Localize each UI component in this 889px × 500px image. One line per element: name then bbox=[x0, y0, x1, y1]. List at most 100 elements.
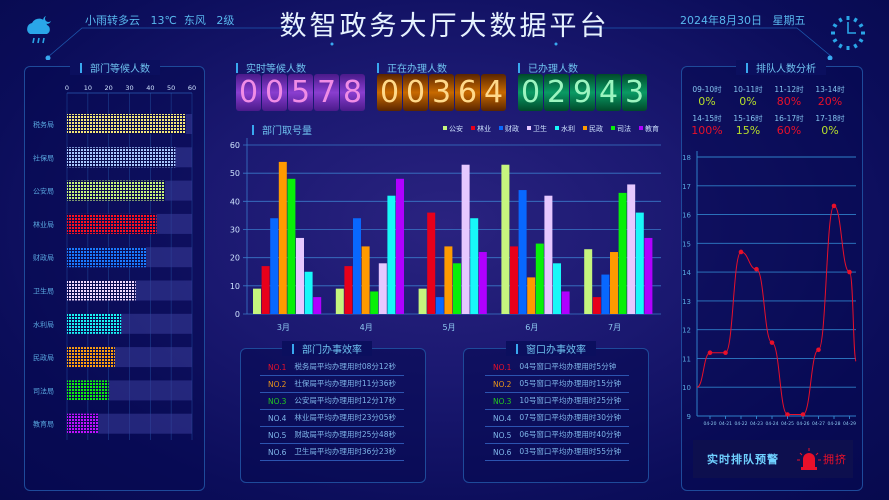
bar-教育局 bbox=[67, 413, 99, 434]
x-tick-label: 3月 bbox=[277, 323, 290, 332]
x-tick-label: 04-26 bbox=[796, 421, 809, 427]
counter-label-waiting: 实时等候人数 bbox=[236, 60, 306, 75]
y-tick-label: 9 bbox=[687, 413, 691, 421]
bar-chart-legend: 公安 林业 财政 卫生 水利 民政 司法 教育 bbox=[443, 124, 659, 134]
x-tick-label: 04-24 bbox=[765, 421, 778, 427]
x-tick-label: 4月 bbox=[360, 323, 373, 332]
legend-item[interactable]: 公安 bbox=[443, 124, 463, 134]
data-point-04-24 bbox=[769, 340, 775, 345]
bar-7月-林业 bbox=[592, 297, 601, 314]
bar-3月-水利 bbox=[304, 271, 313, 314]
x-tick-label: 50 bbox=[167, 84, 175, 92]
slot-percent: 20% bbox=[817, 95, 843, 108]
x-tick-label: 04-21 bbox=[719, 421, 732, 427]
y-tick-label: 0 bbox=[235, 310, 240, 319]
category-label: 税务局 bbox=[33, 120, 54, 129]
x-tick-label: 04-28 bbox=[827, 421, 840, 427]
legend-item[interactable]: 财政 bbox=[499, 124, 519, 134]
legend-label: 水利 bbox=[561, 125, 575, 133]
slot-time: 11-12时 bbox=[774, 85, 804, 94]
bar-4月-民政 bbox=[361, 246, 370, 314]
legend-label: 林业 bbox=[477, 125, 491, 133]
slot-percent: 60% bbox=[776, 124, 802, 137]
date-display: 2024年8月30日 星期五 bbox=[680, 14, 806, 27]
time-slot: 14-15时 100% bbox=[687, 113, 727, 137]
bar-水利局 bbox=[67, 313, 122, 334]
rank-number: NO.3 bbox=[268, 397, 287, 406]
bar-6月-司法 bbox=[535, 243, 544, 314]
rank-text: 社保局平均办理用时11分36秒 bbox=[294, 379, 396, 388]
legend-label: 教育 bbox=[645, 125, 659, 133]
legend-item[interactable]: 林业 bbox=[471, 124, 491, 134]
slot-percent: 0% bbox=[698, 95, 716, 108]
page-title: 数智政务大厅大数据平台 bbox=[279, 11, 610, 42]
x-tick-label: 40 bbox=[146, 84, 154, 92]
counter-digit: 0 bbox=[403, 74, 428, 111]
y-tick-label: 12 bbox=[682, 327, 691, 335]
legend-item[interactable]: 教育 bbox=[639, 124, 659, 134]
rank-text: 06号窗口平均办理用时40分钟 bbox=[519, 430, 621, 439]
legend-item[interactable]: 司法 bbox=[611, 124, 631, 134]
category-label: 水利局 bbox=[33, 320, 54, 329]
rank-text: 卫生局平均办理用时36分23秒 bbox=[294, 447, 396, 456]
slot-time: 14-15时 bbox=[692, 114, 722, 123]
time-slot: 10-11时 0% bbox=[728, 84, 768, 108]
y-tick-label: 10 bbox=[682, 384, 691, 392]
bar-7月-司法 bbox=[618, 192, 627, 314]
counter-digit: 0 bbox=[236, 74, 261, 111]
counter-digit: 9 bbox=[570, 74, 595, 111]
bar-4月-财政 bbox=[353, 218, 361, 314]
window-efficiency-title: 窗口办事效率 bbox=[506, 341, 596, 356]
bar-6月-民政 bbox=[527, 277, 536, 314]
legend-label: 民政 bbox=[589, 125, 603, 133]
legend-swatch bbox=[611, 126, 615, 130]
alarm-siren-icon bbox=[797, 448, 821, 470]
bar-7月-水利 bbox=[635, 212, 644, 314]
bar-3月-民政 bbox=[278, 161, 287, 314]
y-tick-label: 11 bbox=[682, 355, 691, 363]
legend-item[interactable]: 水利 bbox=[555, 124, 575, 134]
legend-swatch bbox=[527, 126, 531, 130]
queue-analysis-title: 排队人数分析 bbox=[736, 60, 826, 75]
y-tick-label: 13 bbox=[682, 298, 691, 306]
ranking-row: NO.4 林业局平均办理用时23分05秒 bbox=[260, 410, 404, 427]
bar-6月-财政 bbox=[518, 190, 527, 314]
clock-tick bbox=[858, 38, 864, 43]
time-slot: 16-17时 60% bbox=[769, 113, 809, 137]
weather-info: 小雨转多云 13℃ 东风 2级 bbox=[85, 14, 235, 27]
time-slot: 15-16时 15% bbox=[728, 113, 768, 137]
bar-3月-财政 bbox=[270, 218, 279, 314]
bar-3月-卫生 bbox=[296, 237, 304, 314]
counter-digit: 2 bbox=[544, 74, 569, 111]
x-tick-label: 6月 bbox=[525, 323, 538, 332]
bar-公安局 bbox=[67, 180, 165, 201]
clock-tick bbox=[832, 38, 838, 43]
x-tick-label: 7月 bbox=[608, 323, 621, 332]
y-tick-label: 15 bbox=[682, 240, 691, 248]
clock-icon bbox=[831, 16, 865, 50]
rank-number: NO.4 bbox=[268, 414, 287, 423]
time-slot: 09-10时 0% bbox=[687, 84, 727, 108]
x-tick-label: 04-20 bbox=[703, 421, 716, 427]
dept-waiting-title: 部门等候人数 bbox=[70, 60, 160, 75]
ranking-row: NO.6 卫生局平均办理用时36分23秒 bbox=[260, 444, 404, 461]
data-point-04-20 bbox=[707, 350, 713, 355]
bar-6月-水利 bbox=[553, 263, 561, 314]
ranking-row: NO.5 06号窗口平均办理用时40分钟 bbox=[485, 427, 629, 444]
legend-item[interactable]: 民政 bbox=[583, 124, 603, 134]
legend-label: 卫生 bbox=[533, 125, 547, 133]
ranking-row: NO.3 10号窗口平均办理用时25分钟 bbox=[485, 393, 629, 410]
slot-percent: 80% bbox=[776, 95, 802, 108]
rank-text: 05号窗口平均办理用时15分钟 bbox=[519, 379, 621, 388]
slot-percent: 0% bbox=[739, 95, 757, 108]
time-slot: 11-12时 80% bbox=[769, 84, 809, 108]
ranking-row: NO.3 公安局平均办理用时12分17秒 bbox=[260, 393, 404, 410]
slot-time: 16-17时 bbox=[774, 114, 804, 123]
bar-5月-教育 bbox=[478, 252, 487, 314]
legend-label: 公安 bbox=[449, 125, 463, 133]
rank-text: 07号窗口平均办理用时30分钟 bbox=[519, 413, 621, 422]
bar-财政局 bbox=[67, 247, 147, 268]
ranking-row: NO.1 04号窗口平均办理用时5分钟 bbox=[485, 359, 629, 376]
legend-item[interactable]: 卫生 bbox=[527, 124, 547, 134]
